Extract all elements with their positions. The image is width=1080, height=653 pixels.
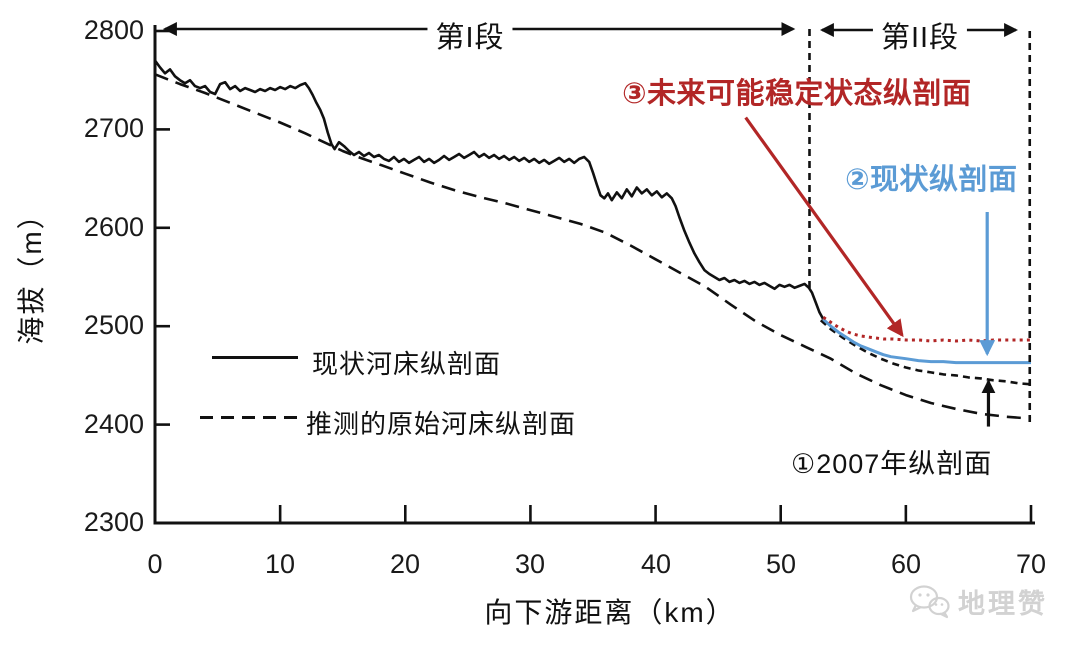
- future-arrow: [744, 116, 904, 338]
- series-profile_2007: [819, 319, 1032, 386]
- series-original_riverbed: [154, 73, 1032, 420]
- y-axis-title: 海拔（m）: [16, 199, 47, 345]
- legend-swatch-dashed-line: [200, 416, 298, 419]
- y-tick-label: 2500: [83, 310, 144, 340]
- data-series: [153, 59, 1032, 420]
- y-tick-label: 2800: [83, 15, 144, 45]
- x-axis-title: 向下游距离（km）: [484, 597, 736, 628]
- section-2-label: 第II段: [872, 14, 968, 56]
- y-tick-label: 2600: [83, 212, 144, 242]
- series-current_profile: [822, 318, 1031, 365]
- x-tick-label: 10: [264, 549, 296, 579]
- x-tick-label: 40: [640, 549, 672, 579]
- legend-label-current-riverbed: 现状河床纵剖面: [312, 349, 502, 379]
- x-tick-label: 20: [389, 549, 421, 579]
- annotation-current-profile: ②现状纵剖面: [845, 164, 1018, 196]
- annotation-2007-profile: ①2007年纵剖面: [791, 449, 993, 479]
- x-tick-label: 60: [890, 549, 922, 579]
- y-tick-label: 2400: [83, 409, 144, 439]
- watermark: 地理赞: [908, 582, 1048, 621]
- annotation-future-profile: ③未来可能稳定状态纵剖面: [622, 78, 972, 110]
- wechat-logo-icon: [909, 584, 950, 618]
- series-future_stable: [822, 316, 1031, 343]
- legend-swatch-solid-line: [212, 356, 298, 359]
- axes: [153, 25, 1035, 525]
- x-tick-label: 70: [1015, 549, 1047, 579]
- series-current_riverbed: [153, 59, 825, 320]
- section-1-label: 第I段: [427, 14, 513, 56]
- y-tick-label: 2300: [83, 507, 144, 537]
- y-tick-label: 2700: [83, 113, 144, 143]
- watermark-text: 地理赞: [958, 589, 1048, 619]
- x-tick-label: 30: [514, 549, 546, 579]
- x-tick-label: 0: [147, 549, 163, 579]
- x-tick-label: 50: [765, 549, 797, 579]
- legend-label-original-riverbed: 推测的原始河床纵剖面: [306, 409, 577, 439]
